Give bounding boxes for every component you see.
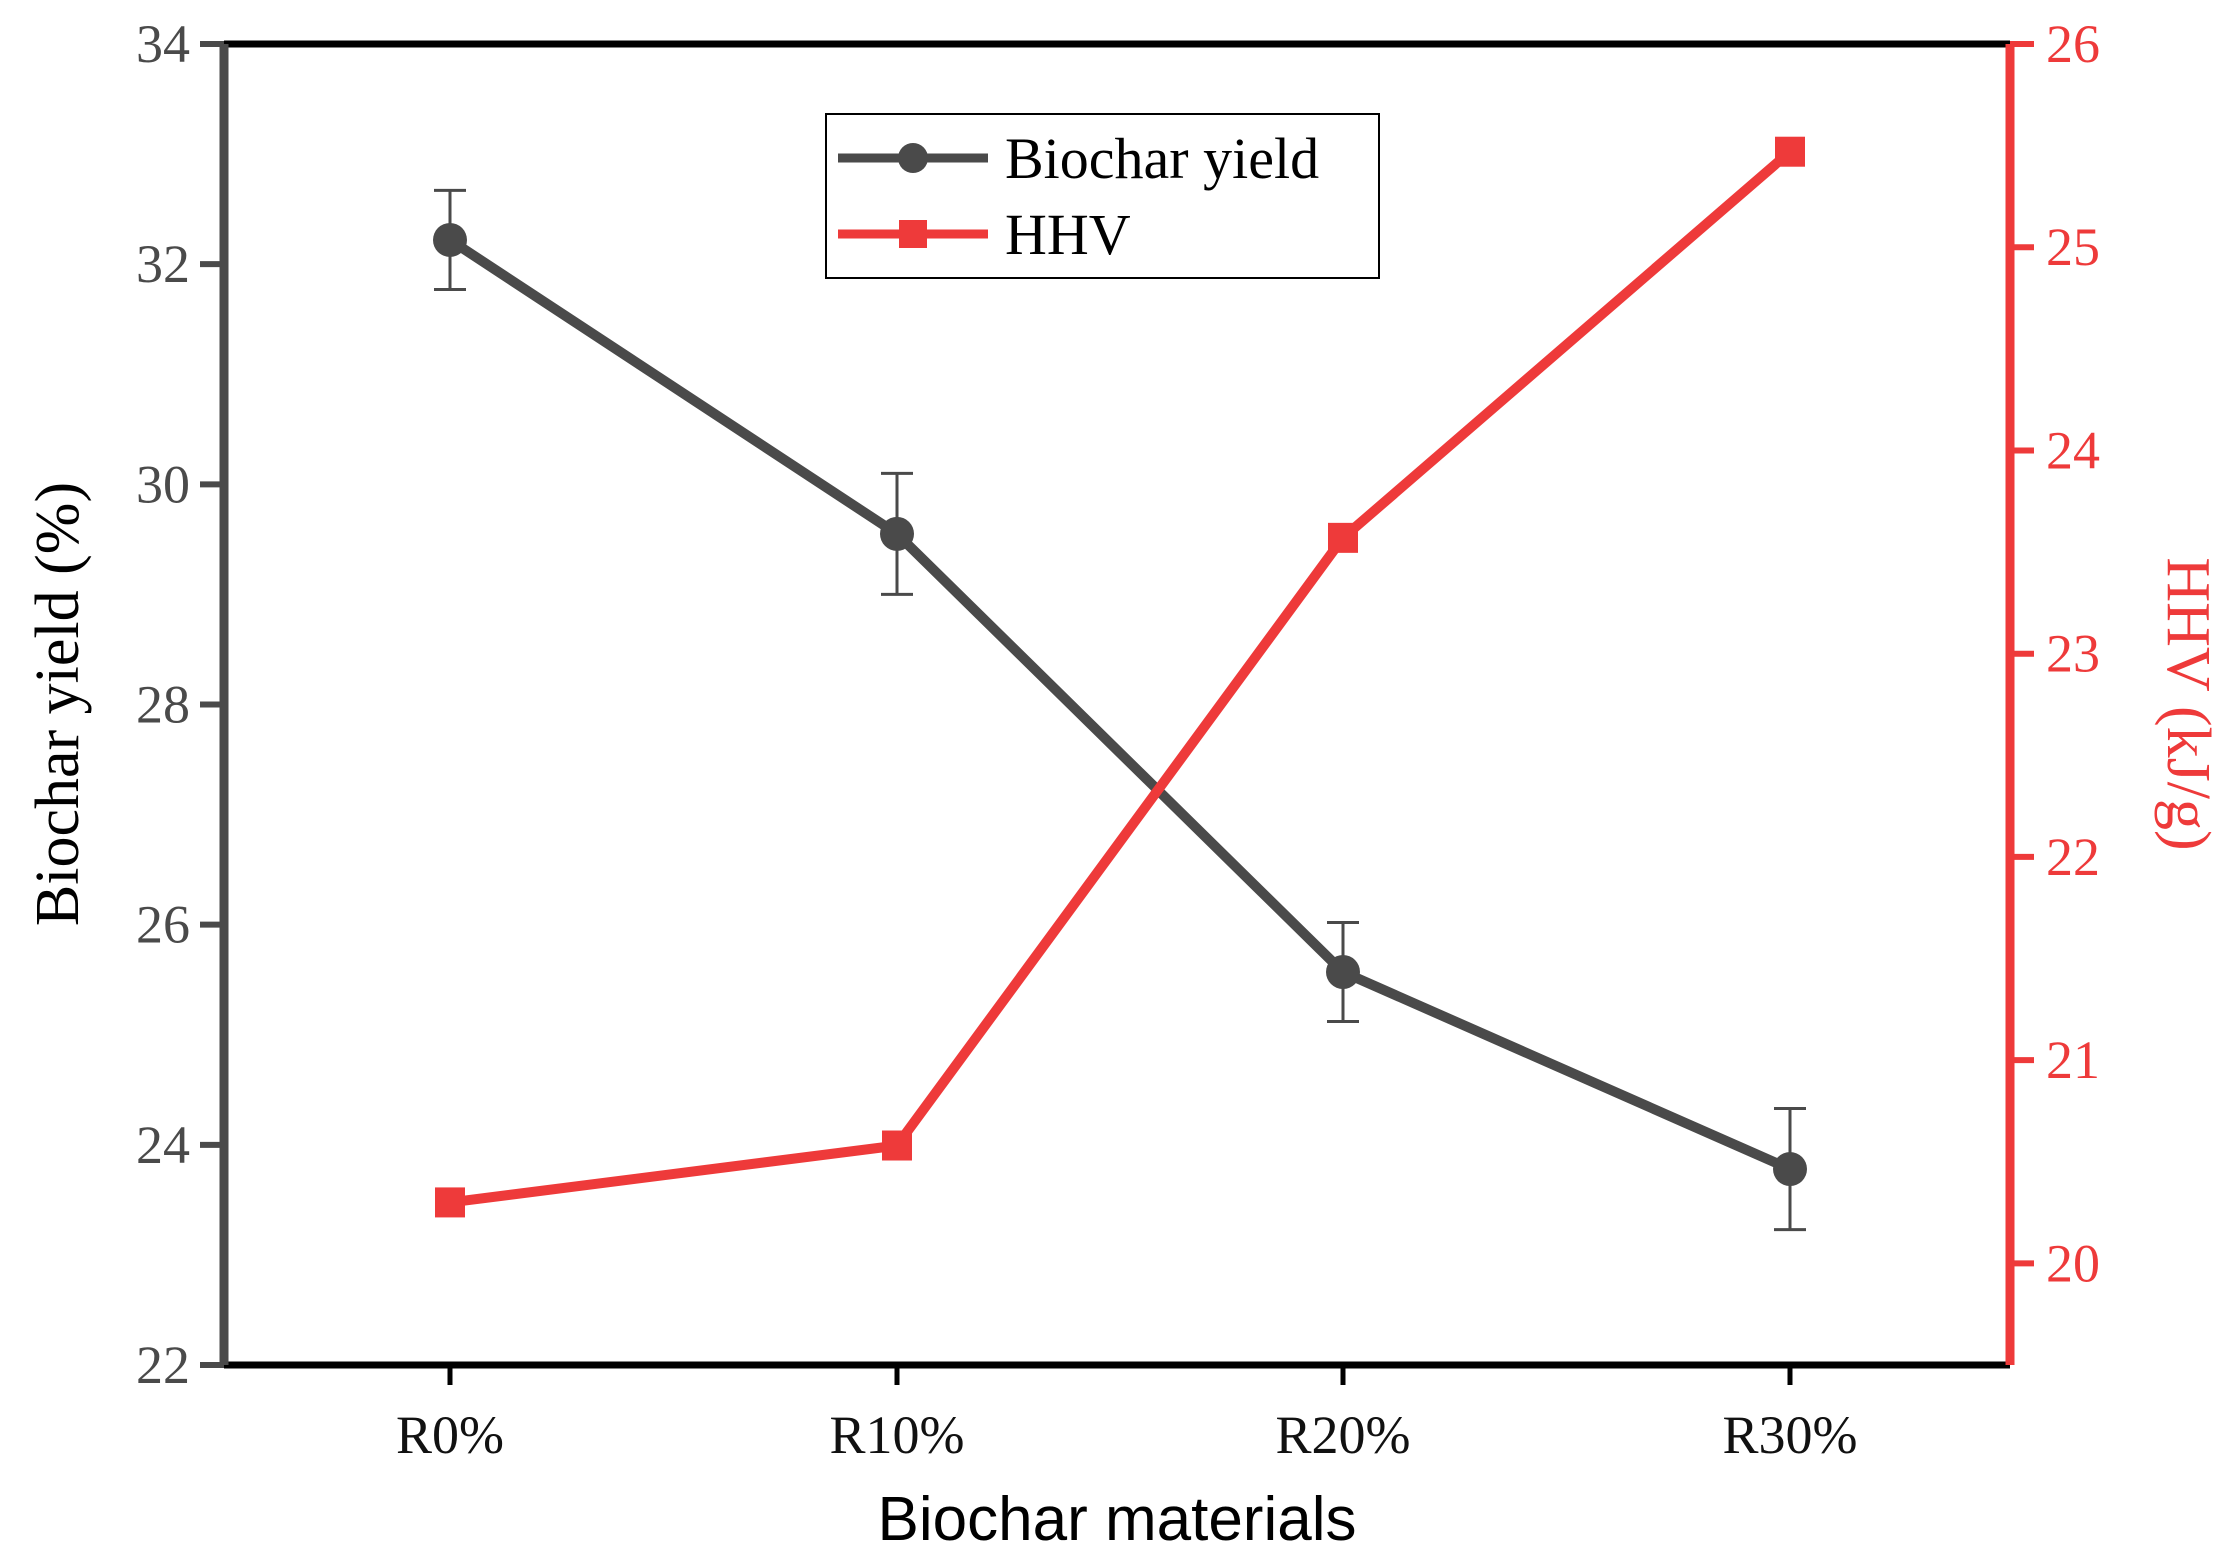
left-tick-label-28: 28: [136, 675, 190, 735]
point-biochar-yield-0: [433, 222, 467, 257]
right-tick-label-23: 23: [2046, 624, 2100, 684]
point-hhv-3: [1775, 136, 1805, 167]
left-axis-ticks: 22 24 26 28 30 32 34: [136, 14, 224, 1395]
point-hhv-0: [435, 1187, 465, 1218]
left-tick-label-34: 34: [136, 14, 190, 74]
left-axis-title: Biochar yield (%): [24, 482, 92, 926]
x-axis-ticks: R0% R10% R20% R30%: [396, 1365, 1858, 1465]
legend-box: [825, 113, 1380, 279]
left-tick-label-22: 22: [136, 1335, 190, 1395]
legend-marker-hhv: [899, 220, 927, 248]
series-layer: [433, 136, 1807, 1232]
x-axis-title: Biochar materials: [878, 1485, 1357, 1554]
point-biochar-yield-1: [880, 516, 914, 551]
right-tick-label-24: 24: [2046, 420, 2100, 480]
legend-label-biochar-yield: Biochar yield: [1005, 126, 1319, 191]
right-axis-title: HHV (kJ/g): [2154, 557, 2222, 850]
point-hhv-1: [882, 1130, 912, 1161]
x-tick-label-0: R0%: [396, 1405, 504, 1465]
point-biochar-yield-3: [1773, 1152, 1807, 1187]
x-tick-label-1: R10%: [830, 1405, 965, 1465]
x-tick-label-2: R20%: [1276, 1405, 1411, 1465]
right-tick-label-20: 20: [2046, 1233, 2100, 1293]
right-tick-label-21: 21: [2046, 1030, 2100, 1090]
right-tick-label-22: 22: [2046, 827, 2100, 887]
left-tick-label-32: 32: [136, 234, 190, 294]
right-axis-ticks: 20 21 22 23 24 25 26: [2010, 14, 2100, 1293]
left-tick-label-24: 24: [136, 1115, 190, 1175]
point-hhv-2: [1328, 522, 1358, 553]
left-tick-label-26: 26: [136, 895, 190, 955]
right-tick-label-25: 25: [2046, 217, 2100, 277]
right-tick-label-26: 26: [2046, 14, 2100, 74]
legend-marker-biochar-yield: [898, 143, 928, 173]
legend: Biochar yield HHV: [825, 113, 1380, 279]
point-biochar-yield-2: [1326, 955, 1360, 990]
series-line-biochar-yield: [447, 235, 1793, 1174]
series-line-hhv: [449, 147, 1794, 1208]
x-tick-label-3: R30%: [1723, 1405, 1858, 1465]
left-tick-label-30: 30: [136, 454, 190, 514]
legend-label-hhv: HHV: [1005, 202, 1131, 267]
